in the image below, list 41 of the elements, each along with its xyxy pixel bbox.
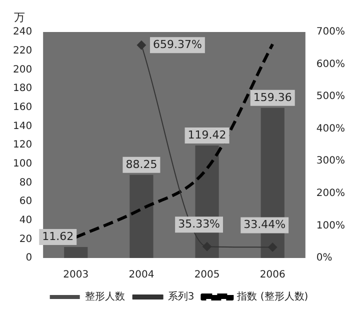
x-tick-label: 2005 bbox=[194, 270, 220, 281]
legend-label: 系列3 bbox=[168, 290, 194, 303]
data-label: 119.42 bbox=[188, 128, 226, 142]
y2-tick-label: 300% bbox=[316, 156, 346, 167]
bar bbox=[130, 174, 154, 258]
y-tick-label: 60 bbox=[19, 196, 32, 208]
x-tick-label: 2006 bbox=[260, 270, 286, 281]
point bbox=[202, 242, 212, 252]
data-label: 33.44% bbox=[244, 218, 286, 232]
point bbox=[268, 242, 278, 252]
y-tick-label: 220 bbox=[12, 45, 32, 56]
y2-tick-label: 600% bbox=[316, 58, 346, 70]
point bbox=[136, 40, 146, 50]
y2-tick-label: 500% bbox=[316, 91, 346, 102]
data-label: 659.37% bbox=[152, 38, 202, 51]
legend-label: 整形人数 bbox=[84, 290, 125, 303]
y-tick-label: 20 bbox=[19, 234, 32, 245]
y-tick-label: 180 bbox=[12, 83, 32, 94]
y-tick-label: 100 bbox=[12, 158, 32, 170]
y-tick-label: 40 bbox=[19, 214, 32, 226]
data-label: 11.62 bbox=[42, 230, 74, 243]
y-tick-label: 200 bbox=[12, 64, 32, 76]
y2-tick-label: 100% bbox=[316, 220, 346, 232]
x-tick-label: 2004 bbox=[128, 270, 154, 281]
y2-tick-label: 200% bbox=[316, 188, 346, 200]
y-tick-label: 120 bbox=[12, 140, 32, 151]
data-label: 35.33% bbox=[178, 217, 220, 230]
y-tick-label: 80 bbox=[19, 177, 32, 188]
y-tick-label: 0 bbox=[26, 252, 32, 264]
data-label: 159.36 bbox=[253, 90, 292, 104]
y-tick-label: 240 bbox=[12, 26, 32, 38]
y2-tick-label: 700% bbox=[316, 26, 346, 38]
y-tick-label: 160 bbox=[12, 102, 32, 113]
y2-tick-label: 400% bbox=[316, 123, 346, 134]
data-label: 88.25 bbox=[126, 158, 158, 171]
y-tick-label: 140 bbox=[12, 120, 32, 132]
x-tick-label: 2003 bbox=[63, 270, 89, 281]
y-axis-title: 万 bbox=[14, 10, 25, 24]
y2-tick-label: 0% bbox=[316, 252, 332, 264]
legend-label: 指数 (整形人数) bbox=[236, 290, 308, 303]
bar bbox=[64, 247, 88, 258]
